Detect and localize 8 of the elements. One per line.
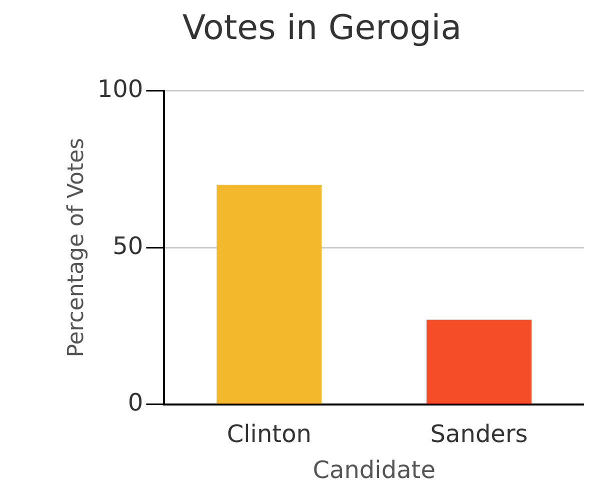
y-tick-label: 0: [128, 388, 144, 417]
chart-title: Votes in Gerogia: [182, 8, 462, 48]
x-tick-label: Clinton: [226, 420, 312, 448]
y-axis-title: Percentage of Votes: [64, 138, 89, 358]
y-tick-label: 100: [97, 75, 144, 104]
x-tick-label: Sanders: [430, 420, 528, 448]
y-tick-label: 50: [112, 232, 144, 260]
x-axis-title: Candidate: [312, 456, 436, 484]
